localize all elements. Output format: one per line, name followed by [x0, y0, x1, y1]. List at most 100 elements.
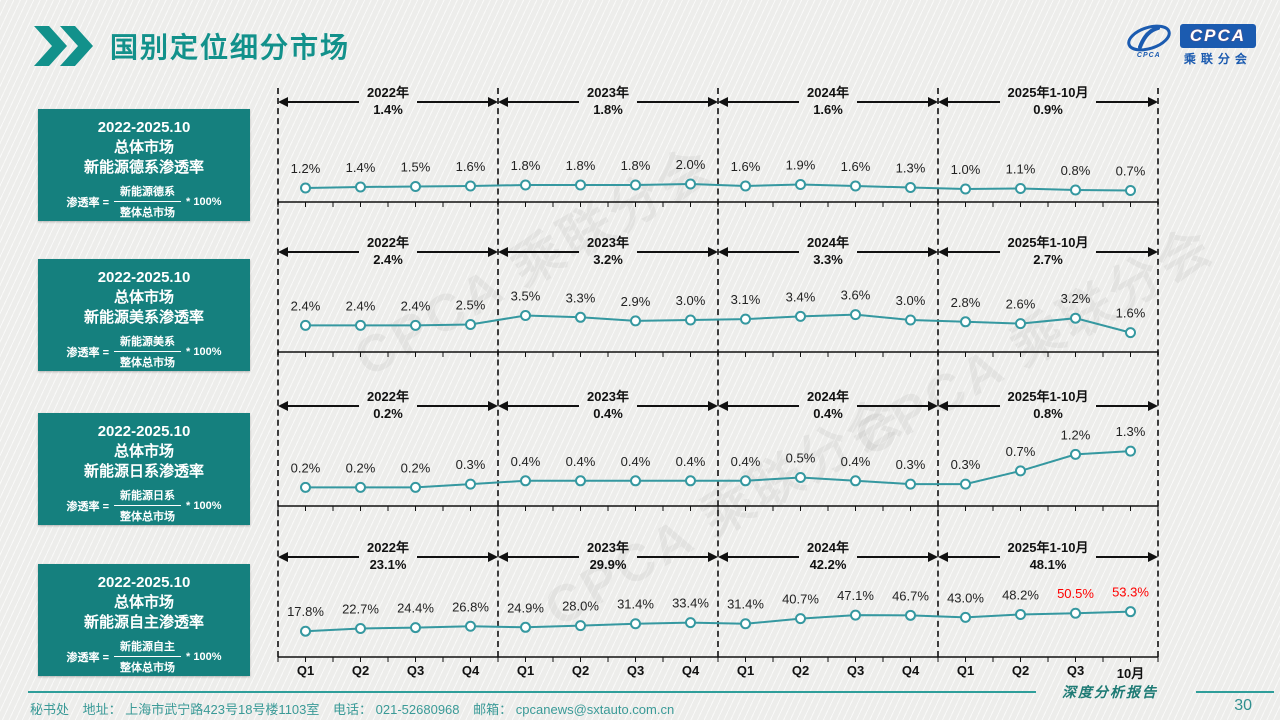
data-label: 1.8% [621, 158, 651, 173]
period-label: 2022年 2.4% [367, 235, 409, 267]
data-label: 3.0% [676, 293, 706, 308]
data-point [1125, 445, 1136, 457]
line-chart-3: 0.2% 0.2% 0.2% 0.3% 0.4% 0.4% 0.4% 0.4% 0.4% 0.5%… [277, 424, 1159, 511]
left-arrow-icon [498, 401, 580, 411]
data-point [795, 472, 806, 483]
right-arrow-icon [856, 401, 939, 411]
data-label: 47.1% [837, 588, 874, 603]
data-point [905, 609, 916, 621]
x-axis-label: Q2 [1011, 663, 1030, 678]
period-label: 2025年1-10月 2.7% [1007, 235, 1089, 267]
year-divider [717, 88, 719, 657]
data-label: 33.4% [672, 596, 709, 611]
data-point [850, 609, 861, 621]
data-label: 28.0% [562, 599, 599, 614]
cpca-logo: CPCA CPCA 乘联分会 [1125, 24, 1256, 67]
x-axis-label: Q1 [956, 663, 975, 678]
data-label: 0.7% [1116, 164, 1146, 179]
data-point [520, 310, 531, 321]
left-arrow-icon [278, 552, 360, 562]
data-label: 1.0% [951, 162, 981, 177]
right-arrow-icon [856, 552, 939, 562]
period-label: 2023年 3.2% [587, 235, 629, 267]
left-arrow-icon [938, 97, 1000, 107]
formula-suffix: * 100% [186, 499, 222, 512]
formula-numerator: 新能源日系 [114, 487, 181, 507]
data-point [795, 613, 806, 625]
data-point [300, 625, 311, 637]
formula-lhs: 渗透率 = [66, 196, 109, 209]
period-section: 2025年1-10月 0.9% [938, 85, 1159, 117]
x-axis-label: Q3 [1066, 663, 1085, 678]
data-point [685, 314, 696, 326]
formula-suffix: * 100% [186, 195, 222, 208]
period-section: 2025年1-10月 2.7% [938, 235, 1159, 267]
metric-card-4: 2022-2025.10 总体市场 新能源自主渗透率 渗透率 = 新能源自主 整体总市场 *… [38, 564, 250, 676]
x-axis-label: Q4 [461, 663, 480, 678]
data-point [410, 181, 421, 192]
data-label: 0.4% [566, 454, 596, 469]
metric-card-2: 2022-2025.10 总体市场 新能源美系渗透率 渗透率 = 新能源美系 整体总市场 *… [38, 259, 250, 371]
logo-subtitle: 乘联分会 [1183, 52, 1252, 66]
line-chart-2: 2.4% 2.4% 2.4% 2.5% 3.5% 3.3% 2.9% 3.0% 3.1% 3.4%… [277, 288, 1159, 357]
footer-address: 上海市武宁路423号18号楼1103室 [125, 702, 320, 717]
data-point [1015, 608, 1026, 620]
data-point [960, 478, 971, 490]
period-header: 2022年 0.2% 2023年 0.4% 2024年 0.4% 2025年1-10月 0.8… [278, 389, 1159, 421]
x-axis-label: Q1 [516, 663, 535, 678]
data-point [1070, 312, 1081, 324]
card-metric: 新能源德系渗透率 [83, 158, 204, 176]
footer-address-label: 地址： [82, 702, 122, 717]
x-axis-label: Q4 [901, 663, 920, 678]
data-point [1070, 184, 1081, 196]
data-label: 3.2% [1061, 291, 1091, 306]
data-point [850, 475, 861, 487]
formula-denominator: 整体总市场 [120, 357, 175, 370]
data-point [740, 180, 751, 192]
period-label: 2024年 1.6% [807, 85, 849, 117]
card-market: 总体市场 [113, 288, 174, 306]
formula-denominator: 整体总市场 [120, 511, 175, 524]
data-point [465, 319, 476, 330]
data-label: 2.5% [456, 298, 486, 313]
period-label: 2025年1-10月 0.9% [1007, 85, 1089, 117]
data-label: 53.3% [1112, 585, 1149, 600]
period-label: 2024年 3.3% [807, 235, 849, 267]
data-point [410, 481, 421, 493]
data-label: 1.8% [566, 158, 596, 173]
data-label: 1.2% [291, 161, 321, 176]
data-point [575, 475, 586, 487]
data-label: 3.0% [896, 293, 926, 308]
footer-divider-line [28, 691, 1036, 693]
data-point [685, 475, 696, 487]
footer-contact: 秘书处 地址： 上海市武宁路423号18号楼1103室 电话： 021-5268… [30, 699, 684, 718]
data-point [1125, 185, 1136, 196]
slide-header: 国别定位细分市场 [34, 26, 350, 66]
data-label: 48.2% [1002, 587, 1039, 602]
left-arrow-icon [718, 552, 800, 562]
data-point [960, 183, 971, 195]
data-label: 0.4% [621, 454, 651, 469]
data-point [410, 319, 421, 331]
data-point [575, 620, 586, 632]
data-point [685, 617, 696, 629]
data-label: 17.8% [287, 604, 324, 619]
data-point [1125, 327, 1136, 339]
data-label: 43.0% [947, 590, 984, 605]
data-label: 1.6% [731, 159, 761, 174]
series-line [305, 182, 1131, 192]
footer-phone-label: 电话： [333, 702, 373, 717]
card-metric: 新能源美系渗透率 [83, 308, 204, 326]
data-label: 1.9% [786, 158, 816, 173]
data-label: 31.4% [727, 597, 764, 612]
data-label: 2.6% [1006, 297, 1036, 312]
logo-box-text: CPCA [1179, 24, 1256, 48]
line-chart-4: 17.8% 22.7% 24.4% 26.8% 24.9% 28.0% 31.4% 33.4%… [277, 585, 1159, 662]
swoosh-icon [1127, 24, 1171, 52]
data-point [960, 316, 971, 328]
data-label: 0.8% [1061, 163, 1091, 178]
period-label: 2024年 42.2% [807, 540, 849, 572]
year-divider [277, 88, 279, 657]
data-point [520, 621, 531, 633]
data-point [905, 478, 916, 490]
